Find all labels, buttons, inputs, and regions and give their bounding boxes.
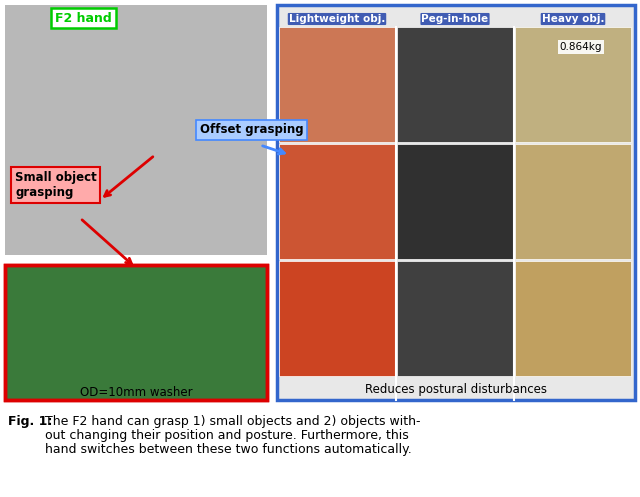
Text: The F2 hand can grasp 1) small objects and 2) objects with-: The F2 hand can grasp 1) small objects a… [45,415,420,428]
Text: OD=10mm washer: OD=10mm washer [80,386,192,399]
Text: Peg-in-hole: Peg-in-hole [421,14,488,24]
Text: Lightweight obj.: Lightweight obj. [289,14,385,24]
Bar [397,27,513,142]
Text: Reduces postural disturbances: Reduces postural disturbances [365,384,547,397]
Bar [397,144,513,259]
Bar [279,27,395,142]
Bar [515,27,631,142]
Text: F2 hand: F2 hand [55,11,112,24]
Bar [279,144,395,259]
Text: out changing their position and posture. Furthermore, this: out changing their position and posture.… [45,429,409,442]
FancyBboxPatch shape [5,5,267,255]
Text: Small object
grasping: Small object grasping [15,171,97,199]
Bar [515,144,631,259]
Bar [5,265,267,400]
Text: Fig. 1:: Fig. 1: [8,415,52,428]
Text: Offset grasping: Offset grasping [200,123,303,137]
Text: hand switches between these two functions automatically.: hand switches between these two function… [45,443,412,456]
Bar [397,261,513,376]
Bar [277,5,635,400]
FancyBboxPatch shape [5,265,267,400]
Text: Heavy obj.: Heavy obj. [541,14,604,24]
Text: 0.864kg: 0.864kg [560,42,602,52]
Bar [515,261,631,376]
Bar [279,261,395,376]
